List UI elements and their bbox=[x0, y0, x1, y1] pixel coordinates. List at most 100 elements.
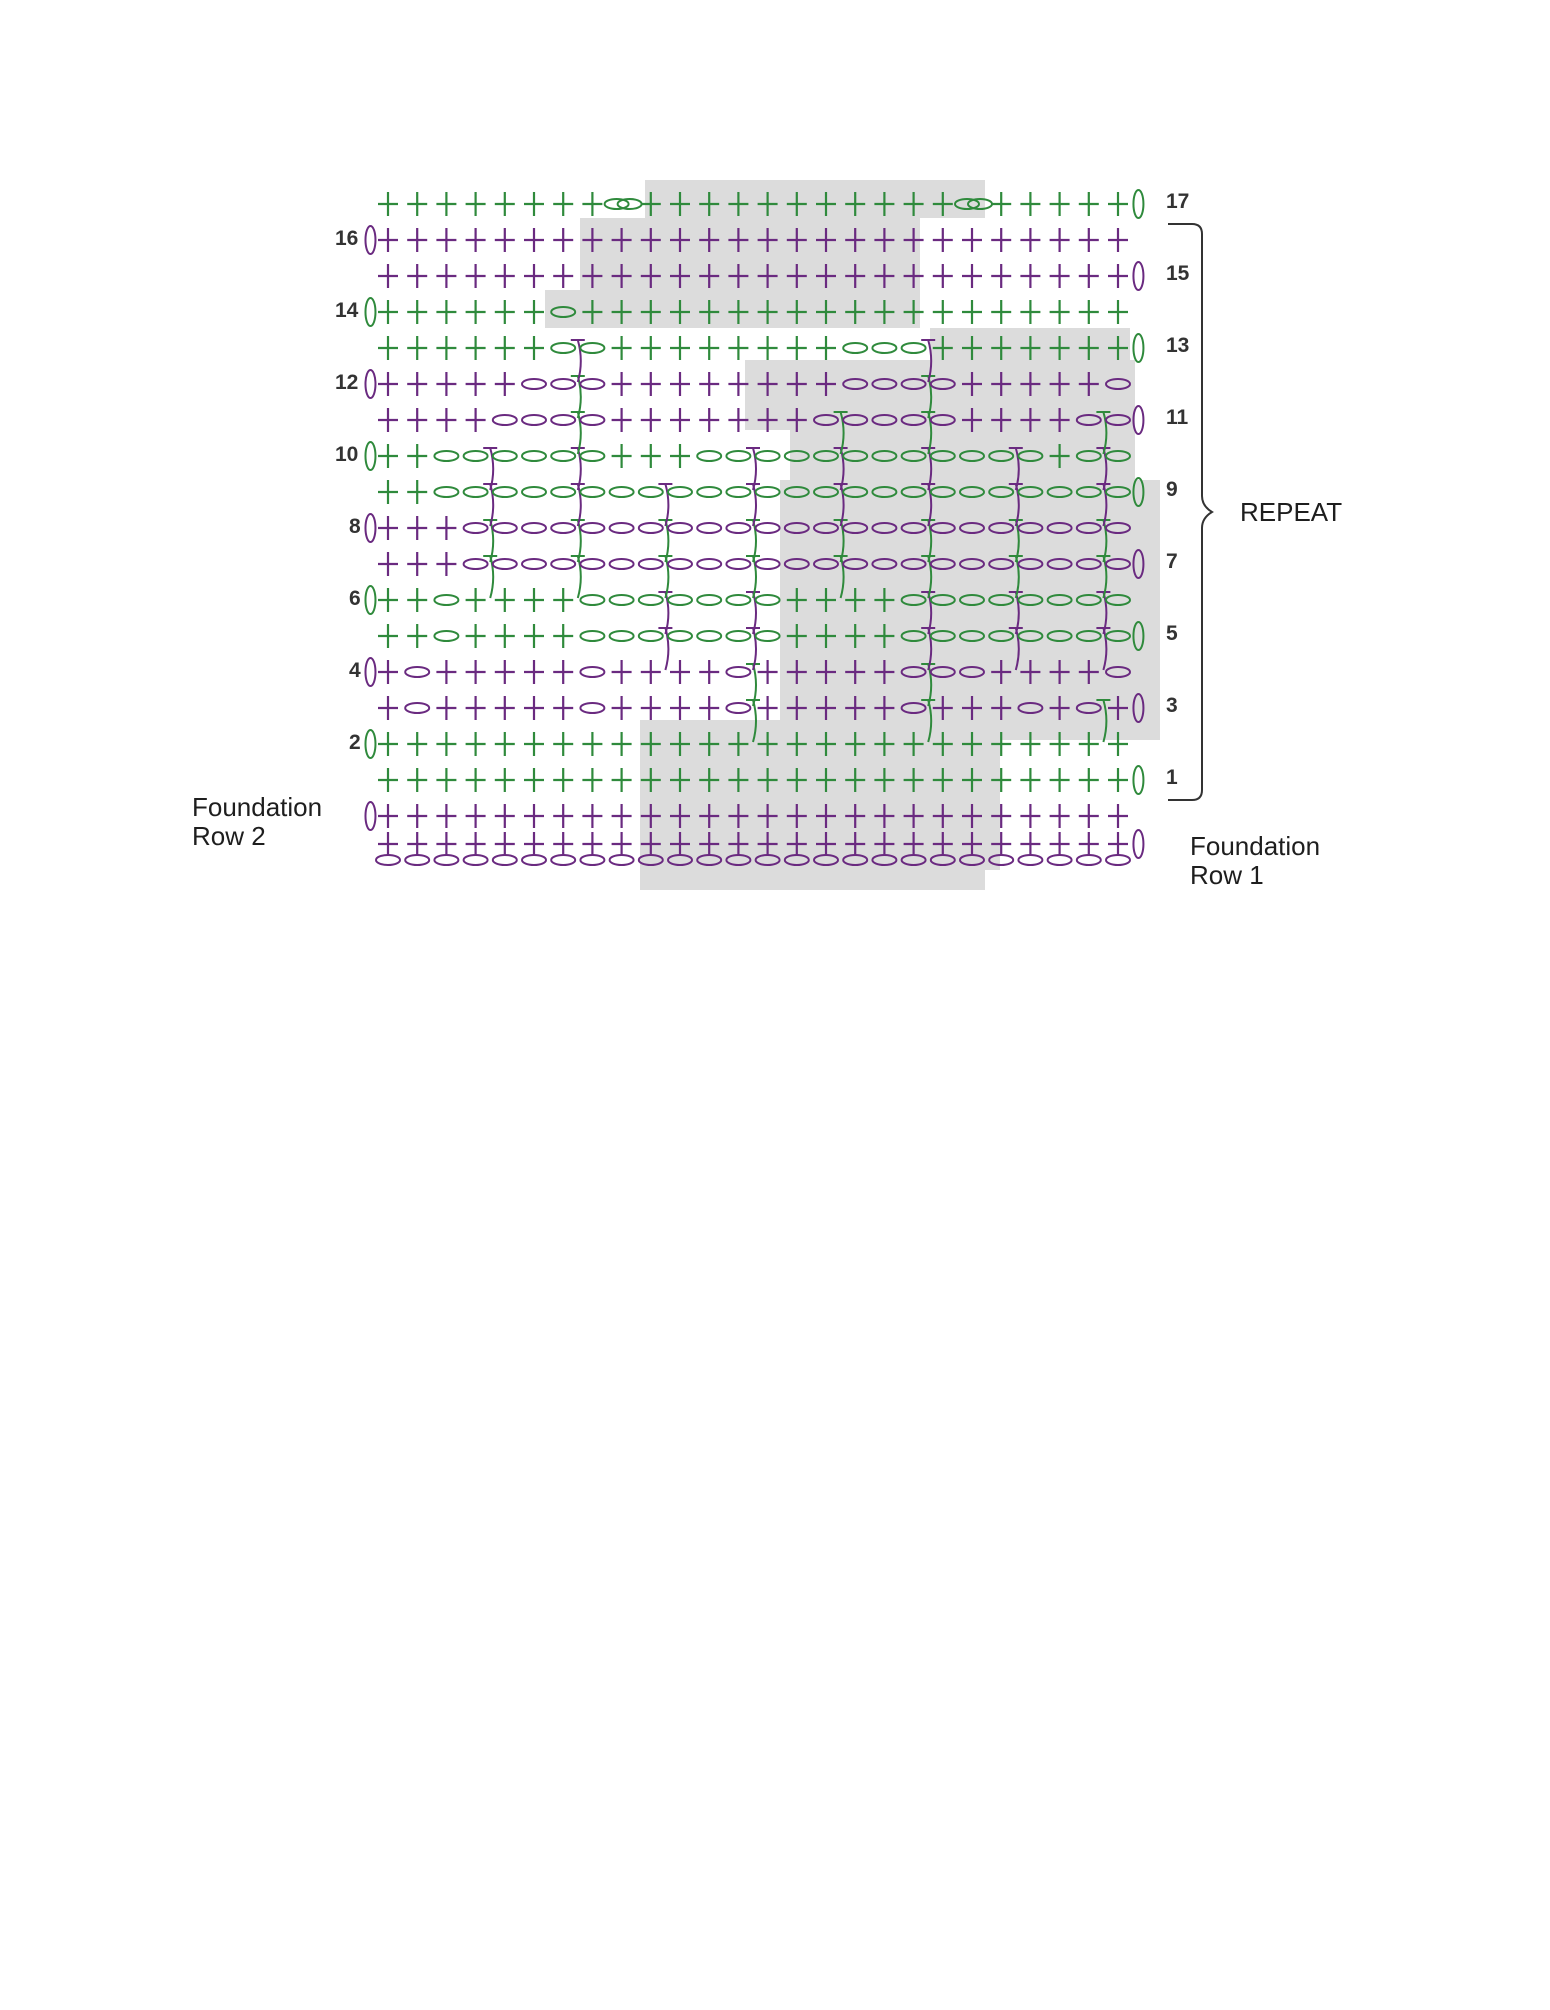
chain-icon bbox=[521, 378, 547, 390]
single-crochet-icon bbox=[1049, 444, 1070, 468]
single-crochet-icon bbox=[991, 832, 1012, 856]
single-crochet-icon bbox=[874, 832, 895, 856]
row-number-6: 6 bbox=[349, 587, 361, 610]
single-crochet-icon bbox=[378, 660, 398, 684]
single-crochet-icon bbox=[582, 804, 603, 828]
single-crochet-icon bbox=[728, 300, 749, 324]
single-crochet-icon bbox=[816, 660, 836, 684]
single-crochet-icon bbox=[1049, 372, 1070, 396]
chain-icon bbox=[929, 558, 956, 570]
chain-icon bbox=[433, 594, 460, 606]
single-crochet-icon bbox=[670, 804, 690, 828]
single-crochet-icon bbox=[845, 624, 866, 648]
chain-icon bbox=[637, 486, 664, 498]
chain-icon bbox=[521, 522, 547, 534]
single-crochet-icon bbox=[991, 336, 1012, 360]
long-stitch-icon bbox=[1008, 447, 1023, 491]
single-crochet-icon bbox=[699, 732, 720, 756]
single-crochet-icon bbox=[670, 408, 690, 432]
single-crochet-icon bbox=[1108, 336, 1128, 360]
single-crochet-icon bbox=[757, 336, 778, 360]
single-crochet-icon bbox=[845, 696, 866, 720]
single-crochet-icon bbox=[407, 336, 428, 360]
single-crochet-icon bbox=[553, 192, 574, 216]
single-crochet-icon bbox=[874, 192, 895, 216]
turning-chain-icon bbox=[1132, 549, 1145, 579]
chain-icon bbox=[1046, 522, 1073, 534]
single-crochet-icon bbox=[1020, 300, 1041, 324]
chain-icon bbox=[1105, 450, 1131, 462]
single-crochet-icon bbox=[378, 192, 398, 216]
chain-icon bbox=[1075, 414, 1102, 426]
chain-icon bbox=[1017, 854, 1044, 866]
single-crochet-icon bbox=[816, 804, 836, 828]
chain-icon bbox=[1075, 450, 1102, 462]
single-crochet-icon bbox=[1020, 336, 1041, 360]
turning-chain-icon bbox=[1132, 405, 1145, 435]
single-crochet-icon bbox=[874, 300, 895, 324]
long-stitch-icon bbox=[483, 447, 498, 491]
chain-icon bbox=[959, 450, 985, 462]
chain-icon bbox=[521, 854, 547, 866]
single-crochet-icon bbox=[611, 336, 632, 360]
single-crochet-icon bbox=[757, 660, 778, 684]
single-crochet-icon bbox=[1078, 192, 1099, 216]
row-number-1: 1 bbox=[1166, 766, 1178, 789]
single-crochet-icon bbox=[611, 832, 632, 856]
chain-icon bbox=[929, 666, 956, 678]
single-crochet-icon bbox=[962, 372, 982, 396]
single-crochet-icon bbox=[962, 804, 982, 828]
single-crochet-icon bbox=[786, 768, 807, 792]
single-crochet-icon bbox=[932, 804, 953, 828]
chain-icon bbox=[608, 558, 635, 570]
single-crochet-icon bbox=[670, 832, 690, 856]
single-crochet-icon bbox=[874, 696, 895, 720]
single-crochet-icon bbox=[1108, 768, 1128, 792]
single-crochet-icon bbox=[903, 732, 924, 756]
single-crochet-icon bbox=[670, 192, 690, 216]
single-crochet-icon bbox=[962, 264, 982, 288]
chain-icon bbox=[1046, 854, 1073, 866]
chain-icon bbox=[579, 594, 606, 606]
single-crochet-icon bbox=[611, 732, 632, 756]
single-crochet-icon bbox=[1049, 660, 1070, 684]
single-crochet-icon bbox=[494, 336, 515, 360]
turning-chain-icon bbox=[1132, 477, 1145, 507]
long-stitch-icon bbox=[658, 483, 673, 527]
single-crochet-icon bbox=[991, 192, 1012, 216]
single-crochet-icon bbox=[378, 804, 398, 828]
single-crochet-icon bbox=[582, 192, 603, 216]
row-number-4: 4 bbox=[349, 659, 361, 682]
single-crochet-icon bbox=[699, 372, 720, 396]
single-crochet-icon bbox=[1049, 336, 1070, 360]
turning-chain-icon bbox=[364, 585, 377, 615]
chain-icon bbox=[579, 522, 606, 534]
single-crochet-icon bbox=[1020, 660, 1041, 684]
single-crochet-icon bbox=[407, 732, 428, 756]
single-crochet-icon bbox=[494, 732, 515, 756]
single-crochet-icon bbox=[524, 300, 544, 324]
single-crochet-icon bbox=[991, 696, 1012, 720]
chain-icon bbox=[579, 558, 606, 570]
single-crochet-icon bbox=[1020, 804, 1041, 828]
single-crochet-icon bbox=[903, 264, 924, 288]
chain-icon bbox=[725, 594, 752, 606]
chain-icon bbox=[462, 450, 489, 462]
single-crochet-icon bbox=[611, 444, 632, 468]
chain-icon bbox=[491, 414, 518, 426]
chain-icon bbox=[900, 594, 927, 606]
single-crochet-icon bbox=[1020, 372, 1041, 396]
single-crochet-icon bbox=[699, 768, 720, 792]
single-crochet-icon bbox=[670, 372, 690, 396]
single-crochet-icon bbox=[1078, 732, 1099, 756]
single-crochet-icon bbox=[407, 264, 428, 288]
single-crochet-icon bbox=[728, 336, 749, 360]
chain-icon bbox=[462, 522, 489, 534]
chain-icon bbox=[637, 522, 664, 534]
foundation-row2-label-line2: Row 2 bbox=[192, 821, 266, 851]
single-crochet-icon bbox=[1049, 768, 1070, 792]
long-stitch-icon bbox=[570, 339, 585, 383]
single-crochet-icon bbox=[378, 336, 398, 360]
chain-icon bbox=[1105, 522, 1131, 534]
